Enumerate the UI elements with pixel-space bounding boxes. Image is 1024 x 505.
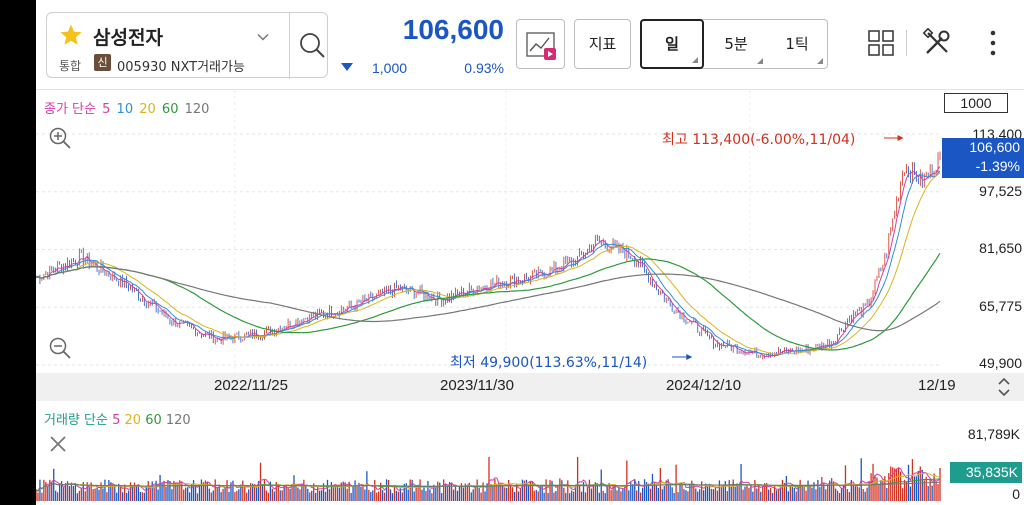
ma20-line — [36, 172, 941, 355]
legend-ma120: 120 — [184, 102, 210, 117]
ma60-line — [36, 252, 941, 351]
divider — [906, 30, 907, 56]
stock-selector[interactable]: 삼성전자 통합 신 005930 NXT거래가능 — [46, 12, 329, 79]
chart-video-icon — [526, 32, 556, 60]
current-price-value: 106,600 — [969, 139, 1020, 155]
legend-ma60: 60 — [161, 102, 179, 117]
ma120-line — [36, 266, 941, 332]
high-price-label: 최고 113,400(-6.00%,11/04) — [662, 132, 856, 148]
y-tick: 65,775 — [979, 298, 1022, 314]
price-change-pct: 0.93% — [464, 60, 504, 76]
star-icon[interactable] — [59, 23, 83, 47]
corner-mark — [692, 57, 698, 63]
x-axis[interactable]: 2022/11/25 2023/11/30 2024/12/10 12/19 — [36, 373, 1024, 401]
y-tick: 49,900 — [979, 355, 1022, 371]
stock-chart-screen: 삼성전자 통합 신 005930 NXT거래가능 106,600 1,000 0… — [36, 0, 1024, 505]
x-tick: 2022/11/25 — [214, 377, 288, 394]
period-day[interactable]: 일 — [640, 19, 704, 69]
legend-ma20: 20 — [139, 102, 156, 117]
current-price-pct: -1.39% — [975, 158, 1020, 174]
market-merge-label: 통합 — [59, 59, 82, 73]
period-selector: 일 5분 1틱 — [640, 19, 828, 69]
corner-mark — [757, 58, 763, 64]
volume-chart[interactable] — [36, 401, 1024, 505]
vol-legend-ma60: 60 — [145, 413, 162, 428]
low-price-label: 최저 49,900(113.63%,11/14) — [450, 355, 648, 371]
corner-mark — [817, 58, 823, 64]
chevron-down-icon[interactable] — [257, 31, 269, 43]
search-icon — [300, 33, 325, 58]
credit-badge: 신 — [94, 54, 111, 71]
y-tick: 81,650 — [979, 240, 1022, 256]
period-1tick[interactable]: 1틱 — [767, 20, 827, 68]
price-legend: 종가 단순 5 10 20 60 120 — [44, 98, 211, 117]
down-arrow-icon — [341, 63, 353, 71]
current-price: 106,600 — [402, 14, 504, 45]
low-arrowhead — [686, 354, 693, 360]
vol-ma5-line — [36, 467, 941, 492]
close-icon[interactable] — [48, 434, 68, 454]
vol-legend-label: 거래량 단순 — [44, 413, 108, 428]
volume-current-tag: 35,835K — [950, 462, 1022, 483]
x-tick: 2023/11/30 — [440, 377, 514, 394]
volume-bars — [36, 456, 941, 501]
vol-legend-ma20: 20 — [124, 413, 142, 428]
period-5min[interactable]: 5분 — [705, 20, 767, 68]
y-tick: 97,525 — [979, 183, 1022, 199]
scroll-arrows-icon[interactable] — [996, 375, 1012, 399]
high-arrowhead — [897, 135, 904, 141]
unit-box[interactable]: 1000 — [944, 93, 1008, 113]
more-vertical-icon[interactable] — [978, 28, 1008, 58]
vol-legend-ma5: 5 — [112, 413, 121, 428]
search-button[interactable] — [289, 13, 329, 79]
candles — [36, 151, 941, 360]
x-tick: 2024/12/10 — [666, 377, 742, 394]
stock-name[interactable]: 삼성전자 — [93, 27, 163, 49]
chart-type-button[interactable] — [516, 19, 565, 69]
vol-ma120-line — [36, 481, 941, 492]
tools-icon[interactable] — [922, 28, 952, 58]
header: 삼성전자 통합 신 005930 NXT거래가능 106,600 1,000 0… — [36, 0, 1024, 90]
period-5min-label: 5분 — [724, 35, 748, 53]
volume-max-label: 81,789K — [967, 426, 1020, 442]
grid-layout-icon[interactable] — [866, 28, 896, 58]
vol-legend-ma120: 120 — [165, 413, 191, 428]
legend-label: 종가 단순 — [44, 102, 96, 117]
ma5-line — [36, 166, 941, 358]
zoom-in-icon[interactable] — [48, 126, 72, 150]
indicator-button[interactable]: 지표 — [574, 19, 631, 69]
stock-code: 005930 NXT거래가능 — [117, 60, 245, 75]
ma10-line — [36, 170, 941, 357]
legend-ma5: 5 — [102, 102, 111, 117]
volume-zero-label: 0 — [1012, 486, 1020, 502]
x-tick: 12/19 — [918, 377, 956, 394]
period-day-label: 일 — [665, 35, 679, 53]
price-chart[interactable] — [36, 90, 1024, 373]
volume-legend: 거래량 단순 5 20 60 120 — [44, 409, 191, 428]
legend-ma10: 10 — [116, 102, 134, 117]
period-1tick-label: 1틱 — [785, 35, 809, 53]
price-change: 1,000 — [372, 60, 408, 76]
zoom-out-icon[interactable] — [48, 336, 72, 360]
current-price-tag: 106,600 -1.39% — [942, 138, 1024, 178]
